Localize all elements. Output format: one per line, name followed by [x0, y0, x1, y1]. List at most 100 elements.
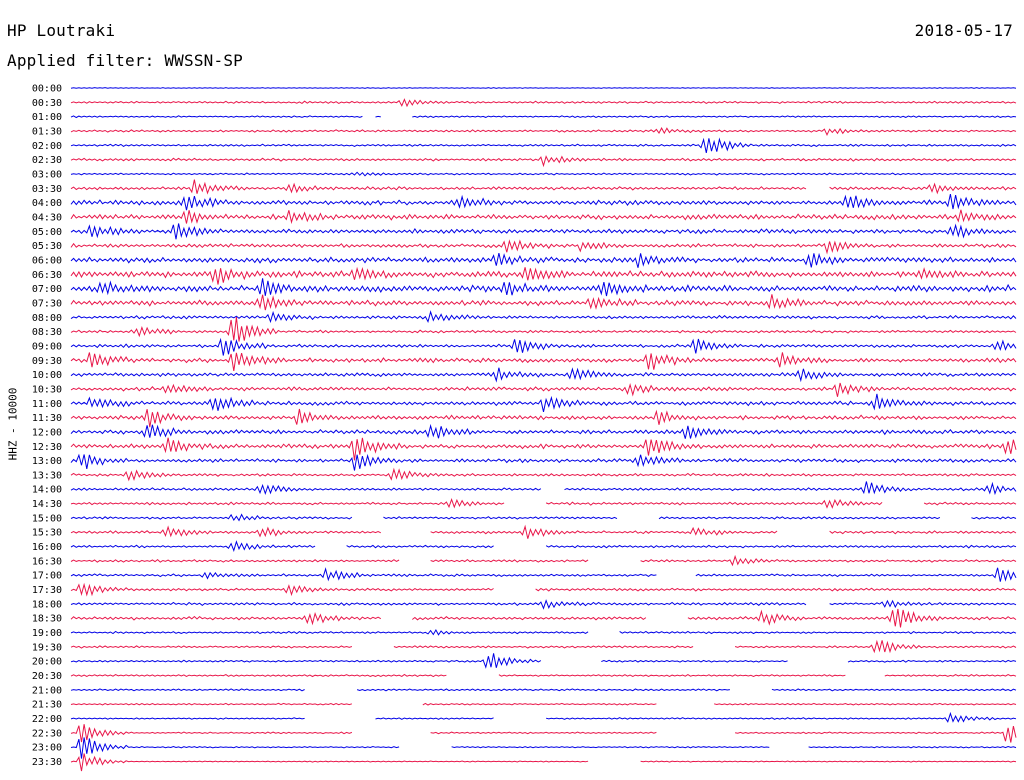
trace-21:00 [70, 688, 1017, 692]
time-label-02:00: 02:00 [32, 141, 62, 152]
time-label-03:00: 03:00 [32, 169, 62, 180]
trace-12:30 [70, 437, 1017, 461]
trace-14:00 [70, 481, 1017, 496]
trace-21:30 [70, 702, 1017, 706]
time-label-09:00: 09:00 [32, 341, 62, 352]
trace-19:30 [70, 639, 1017, 654]
trace-14:30 [70, 497, 1017, 509]
time-label-05:00: 05:00 [32, 227, 62, 238]
time-label-12:30: 12:30 [32, 442, 62, 453]
applied-filter: Applied filter: WWSSN-SP [7, 51, 243, 70]
trace-08:30 [70, 316, 1017, 342]
time-label-13:30: 13:30 [32, 470, 62, 481]
trace-02:30 [70, 155, 1017, 168]
time-label-13:00: 13:00 [32, 456, 62, 467]
time-label-21:30: 21:30 [32, 700, 62, 711]
trace-06:00 [70, 252, 1017, 268]
time-label-14:00: 14:00 [32, 485, 62, 496]
time-label-18:30: 18:30 [32, 614, 62, 625]
trace-11:00 [70, 393, 1017, 413]
trace-18:30 [70, 608, 1017, 628]
time-label-00:00: 00:00 [32, 84, 62, 95]
time-label-03:30: 03:30 [32, 184, 62, 195]
trace-05:00 [70, 223, 1017, 240]
trace-01:00 [70, 115, 1017, 119]
time-label-04:00: 04:00 [32, 198, 62, 209]
time-label-23:00: 23:00 [32, 743, 62, 754]
time-label-19:30: 19:30 [32, 642, 62, 653]
trace-00:30 [70, 98, 1017, 108]
time-label-06:00: 06:00 [32, 255, 62, 266]
trace-01:30 [70, 127, 1017, 136]
trace-17:30 [70, 582, 1017, 597]
time-label-01:30: 01:30 [32, 126, 62, 137]
trace-10:30 [70, 382, 1017, 397]
time-label-10:00: 10:00 [32, 370, 62, 381]
trace-15:30 [70, 524, 1017, 539]
trace-12:00 [70, 423, 1017, 439]
time-label-23:30: 23:30 [32, 757, 62, 768]
time-label-16:00: 16:00 [32, 542, 62, 553]
time-label-08:00: 08:00 [32, 313, 62, 324]
trace-07:30 [70, 294, 1017, 311]
time-label-20:00: 20:00 [32, 657, 62, 668]
trace-06:30 [70, 266, 1017, 285]
station-title: HP Loutraki [7, 21, 116, 40]
trace-19:00 [70, 628, 1017, 636]
time-label-17:00: 17:00 [32, 571, 62, 582]
trace-20:00 [70, 653, 1017, 669]
time-label-18:00: 18:00 [32, 599, 62, 610]
trace-09:00 [70, 337, 1017, 356]
trace-13:30 [70, 467, 1017, 482]
trace-22:00 [70, 711, 1017, 723]
time-label-00:30: 00:30 [32, 98, 62, 109]
trace-02:00 [70, 137, 1017, 154]
time-label-17:30: 17:30 [32, 585, 62, 596]
time-label-07:30: 07:30 [32, 298, 62, 309]
time-label-06:30: 06:30 [32, 270, 62, 281]
time-label-08:30: 08:30 [32, 327, 62, 338]
record-date: 2018-05-17 [914, 21, 1013, 40]
trace-10:00 [70, 367, 1017, 383]
trace-09:30 [70, 352, 1017, 371]
trace-05:30 [70, 239, 1017, 255]
trace-00:00 [70, 87, 1017, 89]
trace-23:00 [70, 737, 1017, 759]
trace-16:00 [70, 540, 1017, 553]
time-label-22:30: 22:30 [32, 728, 62, 739]
trace-15:00 [70, 513, 1017, 522]
trace-22:30 [70, 724, 1017, 743]
time-label-19:00: 19:00 [32, 628, 62, 639]
trace-13:00 [70, 453, 1017, 471]
time-label-10:30: 10:30 [32, 384, 62, 395]
trace-17:00 [70, 567, 1017, 582]
trace-04:30 [70, 209, 1017, 225]
time-label-14:30: 14:30 [32, 499, 62, 510]
time-label-05:30: 05:30 [32, 241, 62, 252]
time-label-15:30: 15:30 [32, 528, 62, 539]
trace-18:00 [70, 599, 1017, 610]
trace-04:00 [70, 193, 1017, 211]
time-label-04:30: 04:30 [32, 212, 62, 223]
trace-07:00 [70, 278, 1017, 297]
time-label-09:30: 09:30 [32, 356, 62, 367]
time-label-21:00: 21:00 [32, 685, 62, 696]
trace-20:30 [70, 673, 1017, 678]
time-label-20:30: 20:30 [32, 671, 62, 682]
time-label-15:00: 15:00 [32, 513, 62, 524]
trace-03:00 [70, 171, 1017, 177]
time-label-16:30: 16:30 [32, 556, 62, 567]
time-label-11:00: 11:00 [32, 399, 62, 410]
trace-23:30 [70, 753, 1017, 772]
time-label-01:00: 01:00 [32, 112, 62, 123]
time-label-11:30: 11:30 [32, 413, 62, 424]
time-label-07:00: 07:00 [32, 284, 62, 295]
trace-11:30 [70, 408, 1017, 428]
time-label-22:00: 22:00 [32, 714, 62, 725]
trace-03:30 [70, 179, 1017, 195]
time-label-02:30: 02:30 [32, 155, 62, 166]
time-label-12:00: 12:00 [32, 427, 62, 438]
trace-16:30 [70, 554, 1017, 567]
trace-08:00 [70, 310, 1017, 324]
